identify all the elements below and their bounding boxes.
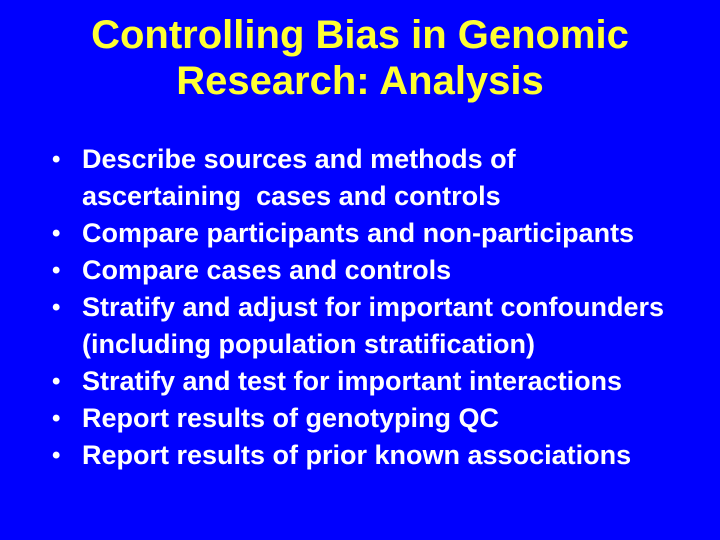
bullet-list: • Describe sources and methods of ascert…	[48, 141, 696, 474]
bullet-item: • Report results of genotyping QC	[48, 400, 696, 437]
bullet-text: Compare participants and non-participant…	[82, 218, 635, 248]
bullet-dot-icon: •	[52, 294, 61, 321]
bullet-dot-icon: •	[52, 442, 61, 469]
bullet-text: Stratify and adjust for important confou…	[82, 292, 665, 359]
slide-title-line-2: Research: Analysis	[176, 59, 544, 103]
bullet-item: • Stratify and adjust for important conf…	[48, 289, 696, 363]
bullet-text: Stratify and test for important interact…	[82, 366, 623, 396]
bullet-text: Compare cases and controls	[82, 255, 452, 285]
bullet-item: • Describe sources and methods of ascert…	[48, 141, 696, 215]
bullet-text: Report results of prior known associatio…	[82, 440, 632, 470]
bullet-dot-icon: •	[52, 405, 61, 432]
bullet-item: • Stratify and test for important intera…	[48, 363, 696, 400]
slide-title-line-1: Controlling Bias in Genomic	[91, 13, 629, 57]
bullet-dot-icon: •	[52, 368, 61, 395]
bullet-dot-icon: •	[52, 257, 61, 284]
bullet-item: • Compare cases and controls	[48, 252, 696, 289]
bullet-text: Report results of genotyping QC	[82, 403, 500, 433]
bullet-dot-icon: •	[52, 220, 61, 247]
bullet-dot-icon: •	[52, 146, 61, 173]
bullet-item: • Compare participants and non-participa…	[48, 215, 696, 252]
bullet-item: • Report results of prior known associat…	[48, 437, 696, 474]
bullet-text: Describe sources and methods of ascertai…	[82, 144, 516, 211]
slide-title: Controlling Bias in Genomic Research: An…	[0, 12, 720, 104]
